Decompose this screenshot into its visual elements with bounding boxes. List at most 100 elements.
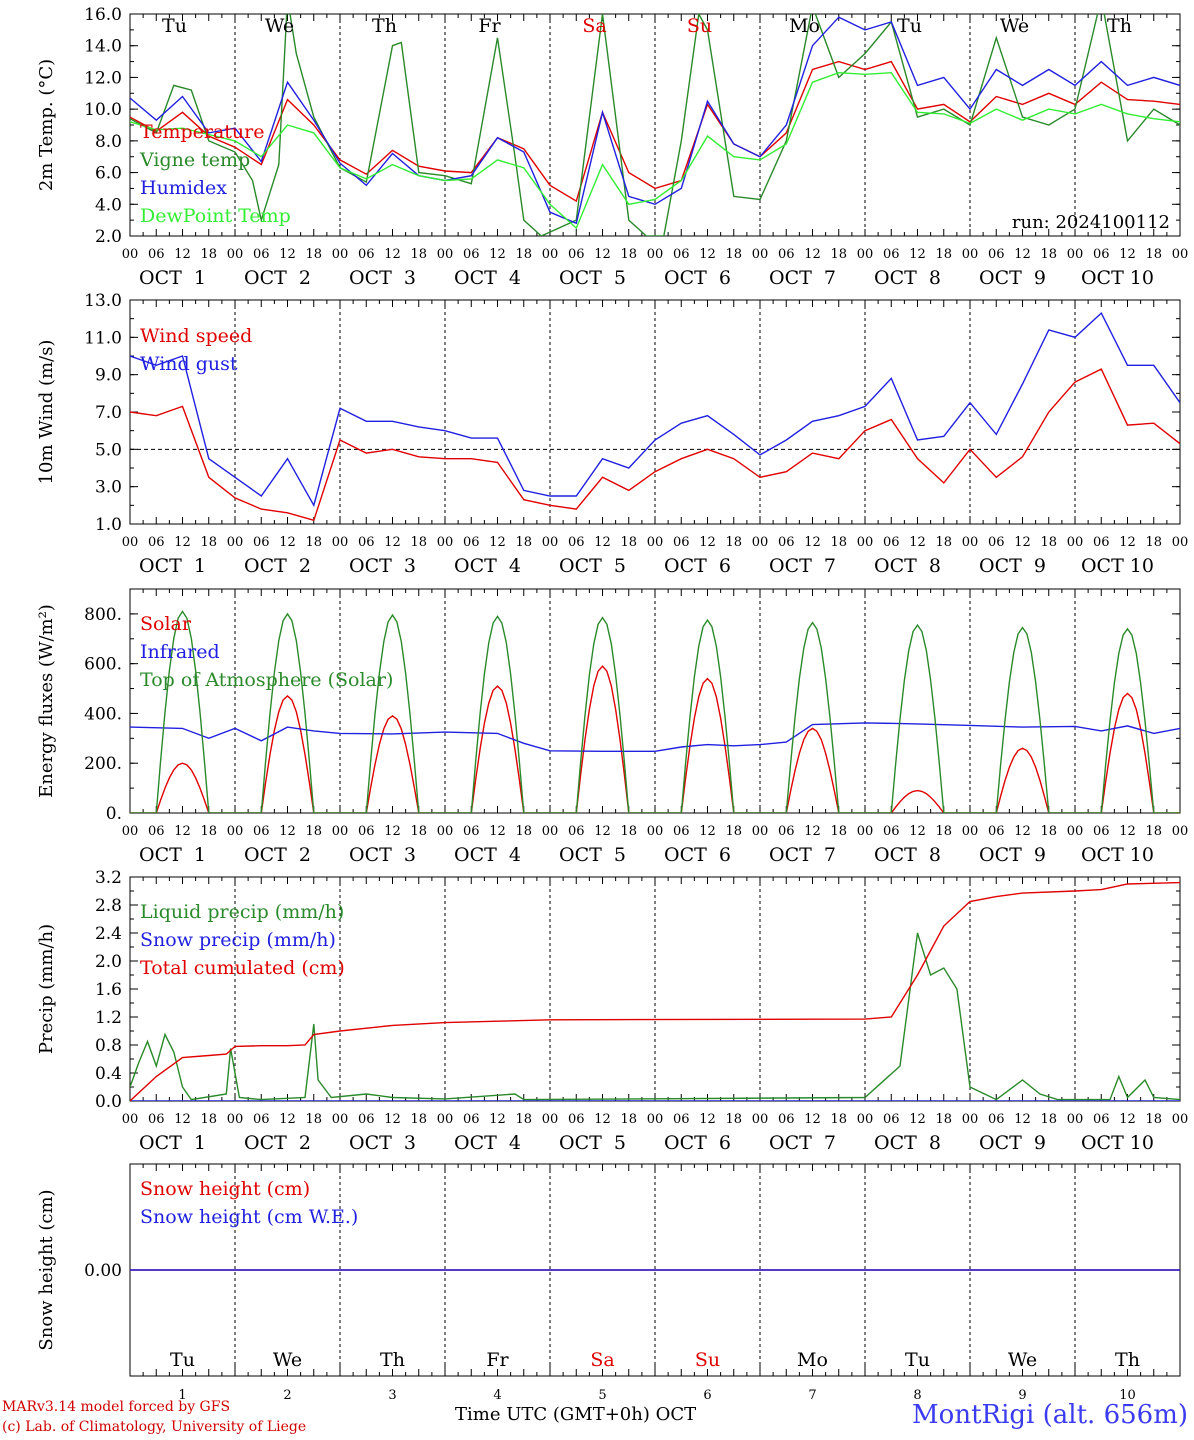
x-hour-label: 00	[857, 535, 874, 550]
x-hour-label: 00	[227, 1112, 244, 1127]
x-hour-label: 06	[253, 824, 270, 839]
weekday-label: We	[1008, 1349, 1037, 1371]
x-hour-label: 18	[305, 824, 322, 839]
x-hour-label: 12	[489, 824, 506, 839]
station-name: MontRigi (alt. 656m)	[912, 1400, 1188, 1430]
x-hour-label: 18	[935, 824, 952, 839]
weekday-label: Fr	[478, 15, 501, 37]
x-axis-title: Time UTC (GMT+0h) OCT	[455, 1404, 696, 1425]
x-hour-label: 12	[174, 824, 191, 839]
x-hour-label: 18	[725, 247, 742, 262]
x-hour-label: 18	[410, 247, 427, 262]
x-hour-label: 00	[227, 247, 244, 262]
x-hour-label: 12	[1119, 247, 1136, 262]
legend-entry: Infrared	[140, 641, 220, 663]
panel-2: 1.0 3.0 5.0 7.0 9.0 11.0 13.0 10m Wind (m/s) Win…	[36, 291, 1188, 577]
day-number-label: 3	[388, 1388, 396, 1403]
x-hour-label: 06	[673, 247, 690, 262]
x-hour-label: 18	[725, 824, 742, 839]
x-date-label: OCT 9	[979, 1132, 1046, 1154]
y-tick-label: 9.0	[95, 366, 122, 386]
x-hour-label: 12	[909, 535, 926, 550]
x-date-label: OCT 8	[874, 267, 941, 289]
x-date-label: OCT 8	[874, 1132, 941, 1154]
x-hour-label: 12	[279, 535, 296, 550]
x-hour-label: 00	[542, 247, 559, 262]
x-hour-label: 12	[384, 1112, 401, 1127]
x-hour-label: 12	[489, 1112, 506, 1127]
x-hour-label: 06	[253, 535, 270, 550]
x-hour-label: 12	[909, 824, 926, 839]
y-axis-label: 10m Wind (m/s)	[36, 340, 57, 485]
y-tick-label: 16.0	[84, 5, 122, 25]
legend-entry: Snow height (cm)	[140, 1178, 310, 1200]
x-hour-label: 18	[830, 1112, 847, 1127]
x-hour-label: 06	[673, 824, 690, 839]
x-date-label: OCT 1	[139, 844, 206, 866]
weekday-label: Su	[695, 1349, 720, 1371]
x-hour-label: 18	[305, 247, 322, 262]
x-date-label: OCT 10	[1081, 1132, 1154, 1154]
x-hour-label: 18	[620, 824, 637, 839]
x-date-label: OCT 7	[769, 267, 836, 289]
y-tick-label: 6.0	[95, 164, 122, 184]
y-tick-label: 12.0	[84, 68, 122, 88]
weekday-label: Su	[687, 15, 712, 37]
y-tick-label: 11.0	[84, 328, 122, 348]
x-date-label: OCT 6	[664, 844, 731, 866]
x-hour-label: 00	[227, 824, 244, 839]
x-hour-label: 00	[962, 824, 979, 839]
x-hour-label: 18	[1145, 1112, 1162, 1127]
y-tick-label: 0.4	[95, 1064, 122, 1084]
x-hour-label: 06	[568, 535, 585, 550]
x-date-label: OCT 1	[139, 555, 206, 577]
x-hour-label: 18	[1040, 535, 1057, 550]
x-hour-label: 18	[305, 1112, 322, 1127]
legend-entry: Liquid precip (mm/h)	[140, 901, 344, 923]
day-number-label: 5	[598, 1388, 606, 1403]
x-hour-label: 06	[568, 1112, 585, 1127]
x-hour-label: 00	[227, 535, 244, 550]
series-line-top-of-atmosphere-solar	[130, 610, 1180, 813]
x-hour-label: 18	[1145, 535, 1162, 550]
x-hour-label: 18	[410, 1112, 427, 1127]
legend-entry: Top of Atmosphere (Solar)	[140, 669, 393, 691]
series-line-temperature	[130, 60, 1180, 203]
x-hour-label: 18	[1040, 247, 1057, 262]
x-hour-label: 06	[1093, 824, 1110, 839]
x-hour-label: 12	[804, 824, 821, 839]
x-hour-label: 06	[148, 535, 165, 550]
weekday-label: We	[265, 15, 294, 37]
weekday-label: Tu	[905, 1349, 930, 1371]
x-hour-label: 06	[1093, 247, 1110, 262]
day-number-label: 9	[1018, 1388, 1026, 1403]
x-hour-label: 18	[200, 824, 217, 839]
x-hour-label: 00	[857, 247, 874, 262]
series-line-liquid-precip-mm-h	[130, 932, 1180, 1101]
x-date-label: OCT 2	[244, 555, 311, 577]
y-tick-label: 800.	[84, 605, 122, 625]
x-hour-label: 12	[699, 535, 716, 550]
y-axis-label: Snow height (cm)	[36, 1189, 57, 1350]
x-hour-label: 00	[122, 247, 139, 262]
x-hour-label: 12	[1119, 824, 1136, 839]
x-date-label: OCT 3	[349, 1132, 416, 1154]
x-hour-label: 00	[437, 1112, 454, 1127]
panel-5: 0.00 Snow height (cm) Snow height (cm) Snow…	[36, 1163, 1181, 1403]
x-hour-label: 12	[594, 1112, 611, 1127]
x-hour-label: 06	[1093, 535, 1110, 550]
x-hour-label: 00	[1172, 247, 1189, 262]
x-hour-label: 00	[752, 824, 769, 839]
legend-entry: Snow precip (mm/h)	[140, 929, 336, 951]
weekday-label: Tu	[162, 15, 187, 37]
x-hour-label: 18	[200, 535, 217, 550]
x-hour-label: 12	[174, 1112, 191, 1127]
day-number-label: 8	[913, 1388, 921, 1403]
x-hour-label: 18	[620, 535, 637, 550]
x-hour-label: 00	[122, 1112, 139, 1127]
x-date-label: OCT 4	[454, 844, 521, 866]
y-tick-label: 0.00	[84, 1261, 122, 1281]
x-date-label: OCT 5	[559, 1132, 626, 1154]
x-hour-label: 06	[148, 247, 165, 262]
x-date-label: OCT 2	[244, 844, 311, 866]
